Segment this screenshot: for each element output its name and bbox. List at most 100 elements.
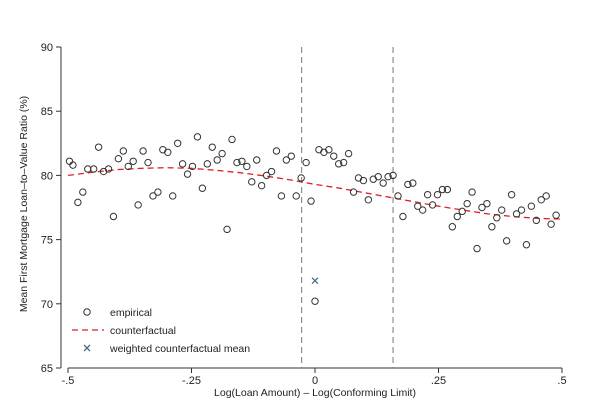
empirical-point: [512, 210, 521, 218]
empirical-point: [218, 149, 226, 158]
legend-empirical-label: empirical: [110, 307, 152, 319]
weighted-counterfactual-mean-series: [311, 277, 319, 285]
empirical-point: [287, 152, 295, 160]
empirical-point: [183, 170, 192, 178]
empirical-point: [262, 171, 271, 180]
x-tick-label: 0: [312, 375, 318, 387]
empirical-point: [311, 297, 319, 305]
empirical-point: [149, 192, 157, 200]
empirical-point: [188, 162, 197, 171]
empirical-point: [399, 212, 407, 221]
empirical-point: [394, 192, 402, 200]
empirical-point: [243, 162, 251, 171]
empirical-point: [307, 197, 315, 205]
empirical-point: [384, 172, 392, 181]
empirical-point: [493, 214, 501, 222]
empirical-point: [139, 147, 147, 155]
legend-empirical-marker: [83, 308, 91, 316]
empirical-point: [418, 206, 427, 214]
x-tick-label: -.5: [62, 375, 75, 387]
empirical-point: [453, 212, 461, 221]
empirical-point: [349, 188, 358, 196]
empirical-point: [292, 192, 300, 200]
y-tick-label: 85: [41, 106, 53, 118]
empirical-point: [339, 158, 348, 167]
empirical-point: [488, 223, 496, 231]
empirical-point: [433, 190, 442, 199]
empirical-point: [223, 225, 231, 234]
chart-axes: -.5 -.25 0 .25 .5 65 70 75 80 85 90: [41, 42, 567, 387]
y-tick-label: 70: [41, 299, 53, 311]
empirical-point: [473, 244, 481, 253]
empirical-point: [248, 178, 256, 186]
empirical-point: [532, 216, 541, 225]
empirical-point: [325, 146, 333, 154]
empirical-point: [238, 157, 246, 165]
empirical-point: [154, 188, 162, 196]
empirical-point: [94, 143, 103, 151]
x-tick-label: -.25: [182, 375, 201, 387]
empirical-point: [537, 196, 545, 204]
empirical-point: [507, 190, 516, 199]
empirical-point: [468, 188, 476, 196]
empirical-point: [414, 202, 422, 210]
empirical-point: [104, 165, 113, 173]
empirical-point: [257, 181, 266, 190]
empirical-point: [267, 167, 276, 176]
empirical-point: [74, 198, 82, 207]
empirical-point: [502, 237, 511, 245]
empirical-point: [547, 220, 555, 228]
empirical-point: [144, 158, 152, 167]
y-tick-label: 80: [41, 170, 53, 182]
empirical-point: [89, 165, 98, 173]
x-axis-title: Log(Loan Amount) – Log(Conforming Limit): [214, 387, 416, 399]
x-tick-label: .5: [557, 375, 566, 387]
empirical-point: [65, 157, 74, 165]
empirical-point: [208, 143, 216, 151]
empirical-point: [203, 160, 212, 168]
empirical-point: [272, 147, 281, 155]
empirical-point: [114, 155, 123, 163]
empirical-point: [253, 156, 261, 164]
empirical-point: [364, 196, 373, 204]
empirical-point: [129, 157, 137, 165]
empirical-point: [463, 199, 471, 208]
legend-counterfactual-label: counterfactual: [110, 325, 176, 337]
empirical-point: [124, 162, 132, 171]
empirical-point: [213, 156, 221, 164]
empirical-point: [233, 158, 241, 167]
empirical-point: [228, 135, 236, 144]
empirical-point: [374, 172, 382, 181]
empirical-point: [458, 207, 466, 216]
empirical-point: [379, 179, 387, 187]
empirical-point: [478, 203, 486, 212]
empirical-point: [448, 223, 457, 231]
empirical-point: [282, 156, 291, 164]
empirical-point: [119, 147, 128, 155]
empirical-point: [359, 176, 368, 185]
weighted-mean-marker-stroke: [311, 277, 319, 285]
x-tick-label: .25: [431, 375, 446, 387]
counterfactual-series: [67, 167, 563, 220]
empirical-point: [517, 206, 526, 214]
empirical-point: [409, 179, 417, 187]
reference-lines: [301, 47, 394, 368]
empirical-point: [389, 171, 397, 180]
empirical-point: [423, 190, 432, 199]
y-axis-title: Mean First Mortgage Loan–to–Value Ratio …: [18, 96, 30, 312]
empirical-point: [277, 192, 286, 200]
empirical-point: [522, 241, 531, 249]
y-tick-label: 65: [41, 363, 53, 375]
empirical-point: [335, 160, 343, 168]
legend: empirical counterfactual weighted counterf…: [72, 307, 250, 355]
empirical-point: [438, 185, 447, 194]
empirical-point: [498, 206, 506, 214]
empirical-point: [330, 152, 338, 160]
empirical-point: [164, 148, 172, 156]
empirical-point: [527, 202, 536, 210]
empirical-point: [297, 174, 305, 182]
empirical-point: [193, 133, 202, 141]
empirical-point: [198, 184, 207, 192]
empirical-point: [169, 192, 177, 200]
